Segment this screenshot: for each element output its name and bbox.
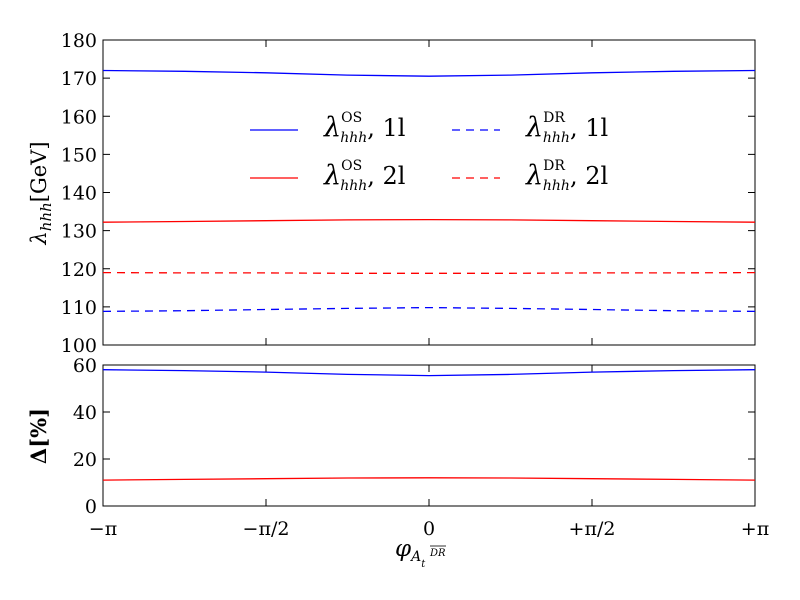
- top-ytick-label: 180: [61, 30, 97, 52]
- xtick-label: −π: [89, 518, 117, 540]
- xtick-label: −π/2: [243, 518, 290, 540]
- bottom-ytick-label: 20: [73, 449, 97, 471]
- x-axis-title: φAt: [395, 536, 426, 570]
- legend-label-3: λOS hhh, 2l: [323, 158, 405, 194]
- x-axis-title-dr: DR: [429, 548, 446, 559]
- top-ytick-label: 140: [61, 183, 97, 205]
- bottom-ytick-label: 60: [73, 355, 97, 377]
- top-series-line-2: [102, 306, 756, 313]
- xtick-label: +π: [741, 518, 769, 540]
- top-ytick-label: 100: [61, 335, 97, 357]
- top-series-line-3: [102, 218, 756, 223]
- top-ytick-label: 120: [61, 259, 97, 281]
- top-axes-frame: [102, 39, 756, 346]
- bottom-ytick-label: 40: [73, 402, 97, 424]
- legend-label-1: λOS hhh, 1l: [323, 110, 405, 146]
- bottom-series-line-1: [102, 369, 756, 377]
- xtick-label: 0: [423, 518, 435, 540]
- top-ytick-label: 150: [61, 144, 97, 166]
- y-axis-title-bottom: Δ[%]: [26, 408, 51, 464]
- top-ytick-label: 160: [61, 106, 97, 128]
- top-panel: 100 110 120 130 140 150 160 170 180 λhhh[GeV] λOS h…: [27, 30, 756, 357]
- legend-label-2: λDR hhh, 1l: [525, 110, 608, 146]
- top-ytick-label: 130: [61, 221, 97, 243]
- top-ytick-label: 110: [61, 297, 97, 319]
- y-axis-title-top: λhhh[GeV]: [27, 141, 55, 245]
- bottom-ytick-label: 0: [85, 496, 97, 518]
- bottom-axes-frame: [102, 364, 756, 507]
- top-series-line-4: [102, 271, 756, 274]
- legend-label-4: λDR hhh, 2l: [525, 158, 608, 194]
- bottom-series-line-2: [102, 477, 756, 481]
- xtick-label: +π/2: [569, 518, 616, 540]
- top-series-line-1: [102, 69, 756, 77]
- top-ytick-label: 170: [61, 68, 97, 90]
